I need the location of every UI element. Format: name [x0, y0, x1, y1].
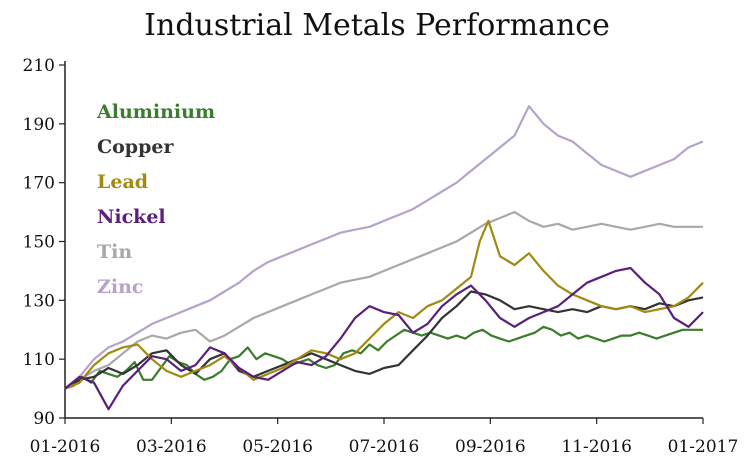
legend: Aluminium Copper Lead Nickel Tin Zinc [96, 101, 215, 298]
legend-zinc: Zinc [97, 276, 143, 298]
y-tick-label: 210 [23, 56, 55, 76]
series-line-zinc [64, 105, 704, 390]
chart-title: Industrial Metals Performance [144, 8, 610, 43]
y-tick-label: 90 [33, 409, 55, 429]
series-lines [64, 105, 704, 411]
x-tick-label: 09-2016 [455, 437, 526, 457]
x-tick-label: 07-2016 [349, 437, 420, 457]
y-tick-label: 110 [23, 350, 55, 370]
series-line-aluminium [64, 325, 703, 390]
x-tick-label: 03-2016 [136, 437, 207, 457]
legend-lead: Lead [97, 171, 148, 193]
series-line-lead [64, 219, 704, 390]
legend-nickel: Nickel [97, 206, 166, 228]
x-tick-label: 01-2017 [668, 437, 739, 457]
series-line-nickel [64, 266, 704, 411]
x-tick-label: 05-2016 [242, 437, 313, 457]
x-tick-label: 01-2016 [30, 437, 101, 457]
y-tick-label: 170 [23, 174, 55, 194]
y-tick-label: 130 [23, 291, 55, 311]
axes: 90 110 130 150 170 190 210 01-2016 03-2016 05-201… [23, 56, 739, 457]
x-tick-label: 11-2016 [561, 437, 632, 457]
y-tick-label: 190 [23, 115, 55, 135]
legend-tin: Tin [97, 241, 132, 263]
legend-copper: Copper [97, 136, 174, 158]
legend-aluminium: Aluminium [96, 101, 215, 123]
series-line-tin [64, 211, 703, 390]
y-tick-label: 150 [23, 233, 55, 253]
series-line-copper [64, 290, 704, 390]
